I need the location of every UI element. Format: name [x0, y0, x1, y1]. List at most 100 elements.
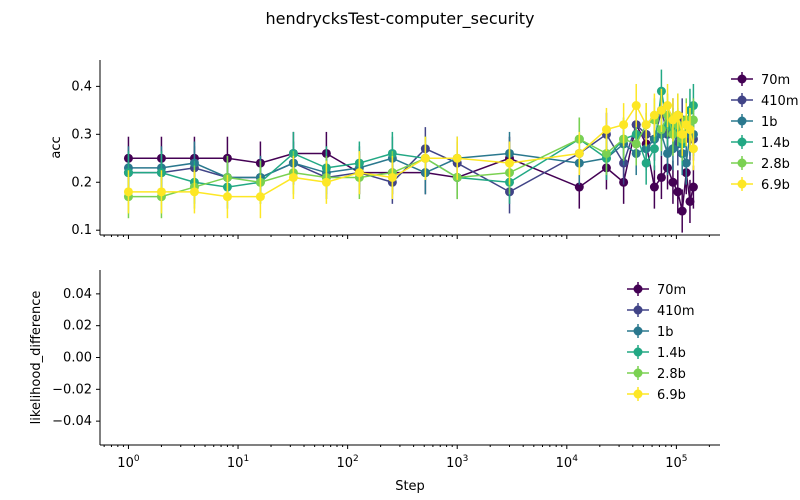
- x-tick-exponent: 5: [682, 454, 688, 464]
- legend-label: 70m: [657, 283, 686, 298]
- legend: 70m 410m 1b 1.4b 2.8b 6.9b: [731, 72, 798, 193]
- x-tick-exponent: 2: [353, 454, 359, 464]
- legend-label: 2.8b: [761, 157, 790, 172]
- y-axis-label: acc: [49, 136, 64, 158]
- legend-label: 70m: [761, 73, 790, 88]
- legend-label: 6.9b: [761, 178, 790, 193]
- y-tick-label: −0.02: [52, 382, 92, 397]
- legend-marker: [737, 137, 747, 147]
- y-tick-label: 0.3: [71, 127, 92, 142]
- y-tick-label: 0.04: [63, 287, 92, 302]
- x-axis-label: Step: [395, 479, 425, 494]
- data-point: [673, 187, 683, 197]
- data-point: [649, 110, 659, 120]
- x-tick-base: 10: [227, 456, 244, 471]
- y-axis-label: likelihood_difference: [29, 291, 44, 425]
- data-point: [673, 110, 683, 120]
- x-tick-base: 10: [336, 456, 353, 471]
- figure-title: hendrycksTest-computer_security: [265, 9, 534, 29]
- legend-label: 6.9b: [657, 388, 686, 403]
- legend-label: 1.4b: [761, 136, 790, 151]
- series-6-9b: [123, 83, 698, 219]
- data-point: [601, 125, 611, 135]
- legend-marker: [633, 389, 643, 399]
- data-point: [619, 120, 629, 130]
- legend-marker: [737, 116, 747, 126]
- x-tick-base: 10: [665, 456, 682, 471]
- y-tick-label: 0.00: [63, 351, 92, 366]
- y-tick-label: −0.04: [52, 414, 92, 429]
- x-tick-exponent: 3: [463, 454, 469, 464]
- x-tick-label: 105: [665, 454, 687, 471]
- data-point: [631, 101, 641, 111]
- data-point: [688, 182, 698, 192]
- data-point: [641, 158, 651, 168]
- y-tick-label: 0.2: [71, 175, 92, 190]
- data-point: [685, 125, 695, 135]
- data-point: [452, 153, 462, 163]
- x-tick-base: 10: [117, 456, 134, 471]
- data-point: [505, 158, 515, 168]
- legend-marker: [633, 347, 643, 357]
- y-tick-label: 0.02: [63, 319, 92, 334]
- data-point: [321, 177, 331, 187]
- legend-marker: [737, 95, 747, 105]
- y-tick-label: 0.4: [71, 79, 92, 94]
- data-point: [574, 148, 584, 158]
- x-tick-label: 104: [556, 454, 579, 471]
- legend-label: 2.8b: [657, 367, 686, 382]
- x-tick-exponent: 4: [572, 454, 578, 464]
- data-point: [649, 144, 659, 154]
- legend-label: 1b: [761, 115, 778, 130]
- x-tick-label: 100: [117, 454, 140, 471]
- x-tick-base: 10: [556, 456, 573, 471]
- legend-label: 410m: [761, 94, 798, 109]
- y-tick-label: 0.1: [71, 223, 92, 238]
- legend-marker: [737, 179, 747, 189]
- data-point: [677, 206, 687, 216]
- data-point: [288, 172, 298, 182]
- legend-marker: [737, 74, 747, 84]
- series-1-4b: [123, 69, 698, 209]
- data-point: [189, 187, 199, 197]
- data-point: [420, 153, 430, 163]
- data-point: [656, 105, 666, 115]
- data-point: [663, 101, 673, 111]
- data-point: [656, 172, 666, 182]
- data-point: [649, 182, 659, 192]
- data-point: [354, 168, 364, 178]
- legend-marker: [633, 284, 643, 294]
- data-point: [156, 187, 166, 197]
- acc-panel: 0.1 0.2 0.3 0.4 acc 70m 410m 1b 1.4b 2.8b 6.9b: [49, 60, 798, 239]
- data-point: [222, 192, 232, 202]
- data-point: [688, 144, 698, 154]
- legend-marker: [633, 326, 643, 336]
- legend-label: 1b: [657, 325, 674, 340]
- x-tick-base: 10: [446, 456, 463, 471]
- x-tick-label: 103: [446, 454, 468, 471]
- data-point: [677, 129, 687, 139]
- data-point: [255, 192, 265, 202]
- data-point: [681, 158, 691, 168]
- legend: 70m 410m 1b 1.4b 2.8b 6.9b: [627, 282, 694, 403]
- x-tick-exponent: 0: [134, 454, 140, 464]
- x-tick-exponent: 1: [243, 454, 249, 464]
- x-tick-label: 101: [227, 454, 249, 471]
- data-point: [123, 187, 133, 197]
- legend-marker: [633, 368, 643, 378]
- legend-label: 1.4b: [657, 346, 686, 361]
- legend-marker: [737, 158, 747, 168]
- data-point: [641, 120, 651, 130]
- data-point: [387, 172, 397, 182]
- data-point: [631, 139, 641, 149]
- series-1b: [123, 107, 698, 200]
- legend-marker: [633, 305, 643, 315]
- data-point: [688, 115, 698, 125]
- data-point: [685, 196, 695, 206]
- legend-label: 410m: [657, 304, 694, 319]
- data-point: [601, 148, 611, 158]
- data-point: [574, 182, 584, 192]
- series-70m: [123, 103, 698, 233]
